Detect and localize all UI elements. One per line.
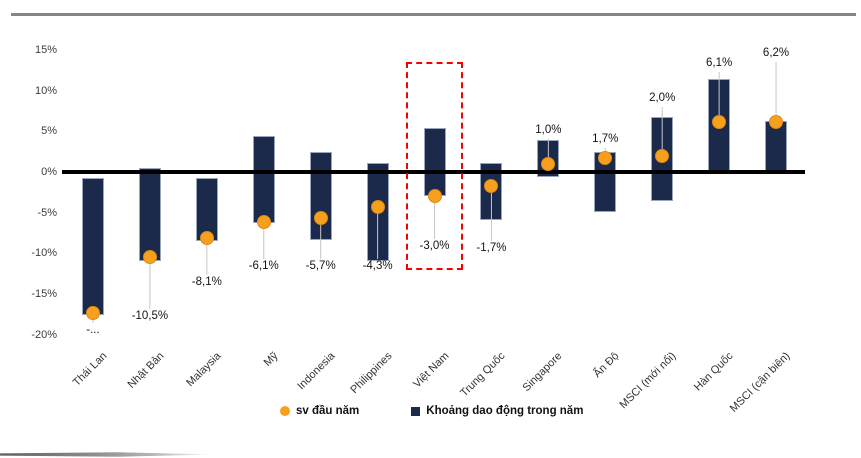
vietnam-highlight-box bbox=[406, 62, 463, 270]
legend-label-ytd: sv đầu năm bbox=[296, 405, 360, 417]
point-value-label: -10,5% bbox=[131, 310, 169, 322]
chart-legend: sv đầu năm Khoảng dao động trong năm bbox=[280, 405, 583, 417]
y-axis-tick-label: 5% bbox=[41, 125, 57, 138]
point-value-label: -4,3% bbox=[362, 260, 393, 272]
point-value-label: 6,2% bbox=[762, 47, 790, 59]
zero-axis-line bbox=[62, 170, 805, 174]
ytd-dot bbox=[541, 156, 556, 171]
point-value-label: -6,1% bbox=[248, 260, 279, 272]
top-divider-line bbox=[11, 13, 856, 16]
point-value-label: 2,0% bbox=[649, 92, 676, 104]
ytd-dot bbox=[712, 115, 727, 130]
legend-dot-icon bbox=[280, 406, 290, 416]
ytd-dot bbox=[256, 214, 271, 229]
point-value-label: -5,7% bbox=[305, 260, 336, 272]
bottom-left-accent-line bbox=[0, 452, 216, 457]
point-value-label: -1,7% bbox=[476, 242, 507, 254]
ytd-dot bbox=[86, 305, 100, 320]
ytd-dot bbox=[769, 114, 784, 129]
legend-item-ytd: sv đầu năm bbox=[280, 405, 359, 417]
y-axis-tick-label: 15% bbox=[34, 44, 57, 57]
ytd-dot bbox=[598, 151, 613, 166]
ytd-dot bbox=[370, 199, 385, 214]
point-value-label: 1,0% bbox=[535, 124, 562, 136]
point-value-label: -3,0% bbox=[419, 240, 450, 252]
y-axis-tick-label: -5% bbox=[37, 206, 57, 219]
point-value-label: 1,7% bbox=[592, 133, 619, 145]
legend-square-icon bbox=[411, 406, 421, 416]
legend-item-range: Khoảng dao động trong năm bbox=[411, 405, 583, 417]
ytd-dot bbox=[655, 148, 670, 163]
y-axis-tick-label: -20% bbox=[31, 328, 57, 341]
ytd-dot bbox=[142, 250, 157, 265]
y-axis-tick-label: 0% bbox=[41, 166, 57, 178]
ytd-dot bbox=[199, 230, 214, 245]
y-axis-tick-label: -15% bbox=[31, 287, 57, 300]
ytd-dot bbox=[484, 178, 499, 193]
y-axis-tick-label: -10% bbox=[31, 247, 57, 260]
point-value-label: 6,1% bbox=[706, 57, 733, 69]
ytd-dot bbox=[313, 211, 328, 226]
y-axis-tick-label: 10% bbox=[34, 84, 57, 97]
legend-label-range: Khoảng dao động trong năm bbox=[426, 405, 584, 417]
ytd-dot bbox=[427, 189, 442, 204]
point-value-label: -... bbox=[86, 324, 100, 336]
point-value-label: -8,1% bbox=[191, 276, 222, 288]
